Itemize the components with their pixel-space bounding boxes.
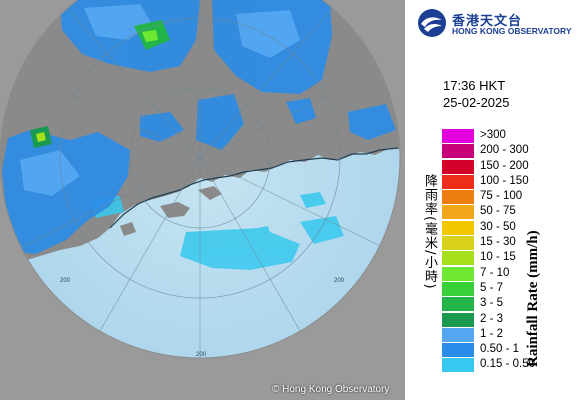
legend-swatch — [442, 327, 474, 342]
legend-swatch — [442, 358, 474, 373]
legend-swatch — [442, 312, 474, 327]
legend-label: 75 - 100 — [480, 190, 523, 203]
legend-swatch — [442, 159, 474, 174]
ring-label: 200 — [60, 278, 71, 284]
observation-time: 17:36 HKT — [443, 78, 506, 93]
copyright-text: © Hong Kong Observatory — [272, 384, 390, 395]
legend-swatch — [442, 251, 474, 266]
island — [120, 222, 136, 236]
ring-label: 200 — [334, 278, 345, 284]
legend-label: 7 - 10 — [480, 266, 510, 279]
radar-image: 200 200 200 — [0, 0, 401, 359]
legend-swatch — [442, 281, 474, 296]
logo-english-name: HONG KONG OBSERVATORY — [452, 26, 572, 36]
legend-swatch — [442, 220, 474, 235]
legend-swatch — [442, 129, 474, 143]
legend-label: 100 - 150 — [480, 174, 529, 187]
rain-echo-light — [88, 192, 344, 270]
legend-label: 3 - 5 — [480, 297, 504, 310]
legend-swatch — [442, 174, 474, 189]
rain-echo-green — [30, 20, 170, 148]
legend-label: 50 - 75 — [480, 205, 516, 218]
hko-logo: 香港天文台 HONG KONG OBSERVATORY — [417, 8, 575, 38]
logo-chinese-name: 香港天文台 — [452, 14, 523, 29]
radar-range-edge — [0, 0, 401, 359]
legend-label: 15 - 30 — [480, 236, 516, 249]
legend-swatch — [442, 343, 474, 358]
legend-swatch — [442, 236, 474, 251]
legend-swatch — [442, 266, 474, 281]
legend-label: 1 - 2 — [480, 327, 504, 340]
observation-date: 25-02-2025 — [443, 95, 510, 110]
legend-label: 5 - 7 — [480, 281, 504, 294]
coastline — [109, 147, 399, 229]
legend-unit-english: Rainfall Rate (mm/h) — [525, 230, 541, 367]
legend-label: >300 — [480, 129, 506, 141]
ring-label: 200 — [196, 352, 207, 358]
legend-swatch — [442, 297, 474, 312]
legend-swatch — [442, 144, 474, 159]
legend-label: 150 - 200 — [480, 159, 529, 172]
legend-unit-chinese: 降雨率(毫米/小時) — [422, 174, 437, 290]
range-spokes — [0, 0, 400, 358]
legend-label: 0.15 - 0.50 — [480, 358, 535, 371]
legend-label: 200 - 300 — [480, 144, 529, 157]
legend-label: 10 - 15 — [480, 251, 516, 264]
radar-disc: 200 200 200 — [0, 0, 400, 358]
legend-swatch — [442, 190, 474, 205]
legend-label: 0.50 - 1 — [480, 343, 519, 356]
legend-label: 2 - 3 — [480, 312, 504, 325]
hko-logo-icon — [418, 9, 446, 37]
legend-label: 30 - 50 — [480, 220, 516, 233]
info-panel: 香港天文台 HONG KONG OBSERVATORY 17:36 HKT 25… — [405, 0, 577, 400]
island — [198, 186, 222, 200]
legend-swatch — [442, 205, 474, 220]
radar-map: 200 200 200 © Hong Kong Observatory — [0, 0, 405, 400]
